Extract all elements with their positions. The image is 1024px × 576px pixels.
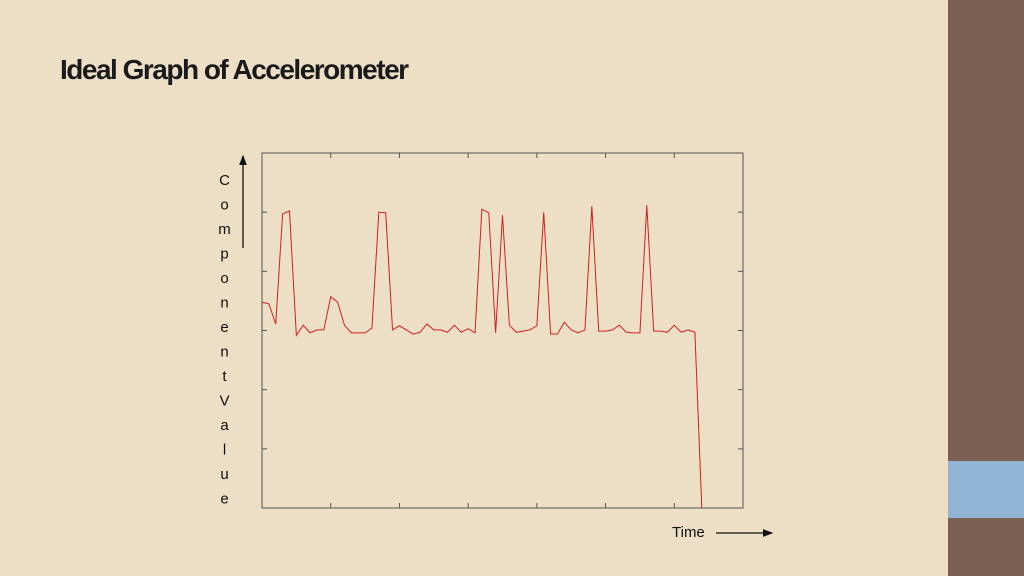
x-axis-label: Time [672,524,705,541]
y-axis-label: ComponentValue [216,172,233,515]
slide-title: Ideal Graph of Accelerometer [60,54,409,85]
side-block [948,461,1024,518]
plot-frame [261,152,744,509]
data-line [261,205,703,509]
